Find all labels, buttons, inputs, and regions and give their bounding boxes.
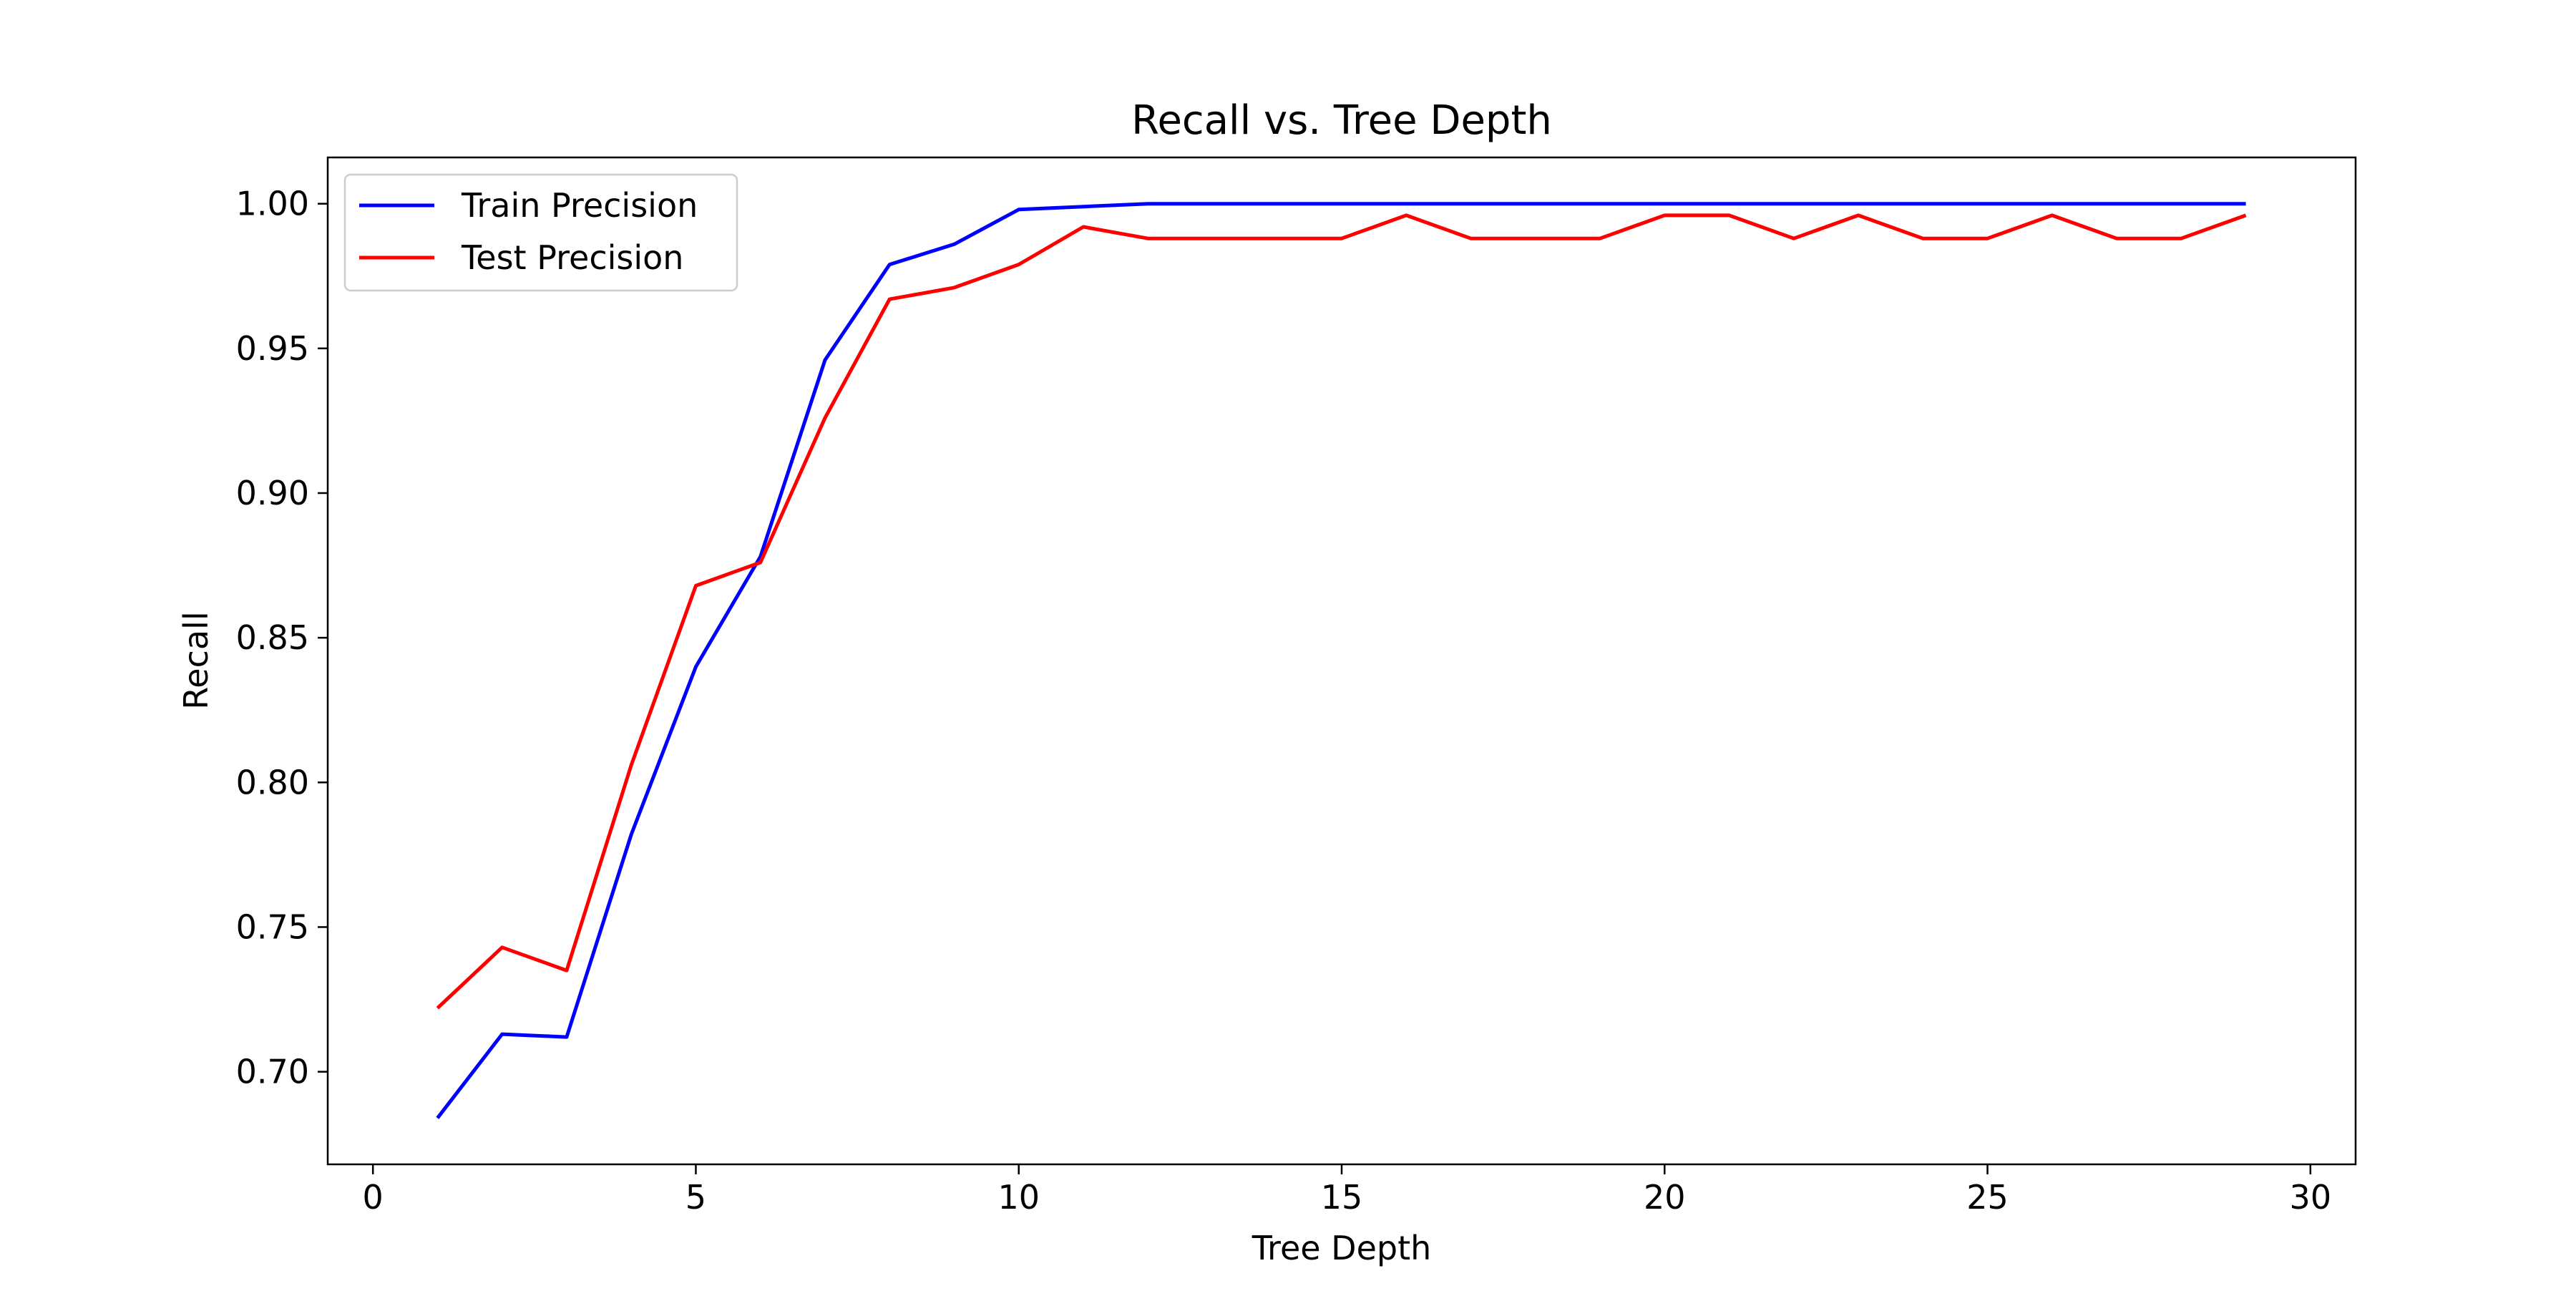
- x-tick-label: 5: [686, 1178, 706, 1217]
- x-tick-label: 25: [1966, 1178, 2009, 1217]
- y-tick-label: 0.70: [236, 1053, 309, 1091]
- x-tick-label: 20: [1644, 1178, 1686, 1217]
- x-tick-label: 30: [2290, 1178, 2332, 1217]
- chart-title: Recall vs. Tree Depth: [1131, 97, 1552, 144]
- y-tick-label: 1.00: [236, 185, 309, 223]
- series-line-train-precision: [436, 202, 2246, 1119]
- legend-label-test: Test Precision: [461, 238, 683, 277]
- y-axis: 0.70 0.75 0.80 0.85 0.90 0.95 1.00: [236, 185, 328, 1091]
- x-tick-label: 15: [1321, 1178, 1363, 1217]
- x-axis: 0 5 10 15 20 25 30: [363, 1164, 2332, 1217]
- legend-box: [343, 173, 738, 292]
- y-tick-label: 0.90: [236, 474, 309, 512]
- y-tick-label: 0.75: [236, 907, 309, 946]
- y-tick-label: 0.85: [236, 618, 309, 657]
- y-axis-label: Recall: [177, 611, 215, 709]
- x-tick-label: 0: [363, 1178, 384, 1217]
- x-axis-label: Tree Depth: [1252, 1229, 1432, 1267]
- y-tick-label: 0.95: [236, 329, 309, 368]
- y-tick-label: 0.80: [236, 763, 309, 802]
- series-layer: [436, 202, 2247, 1119]
- legend: Train Precision Test Precision: [343, 173, 738, 292]
- x-tick-label: 10: [997, 1178, 1040, 1217]
- series-line-test-precision: [436, 213, 2247, 1010]
- legend-label-train: Train Precision: [461, 186, 698, 225]
